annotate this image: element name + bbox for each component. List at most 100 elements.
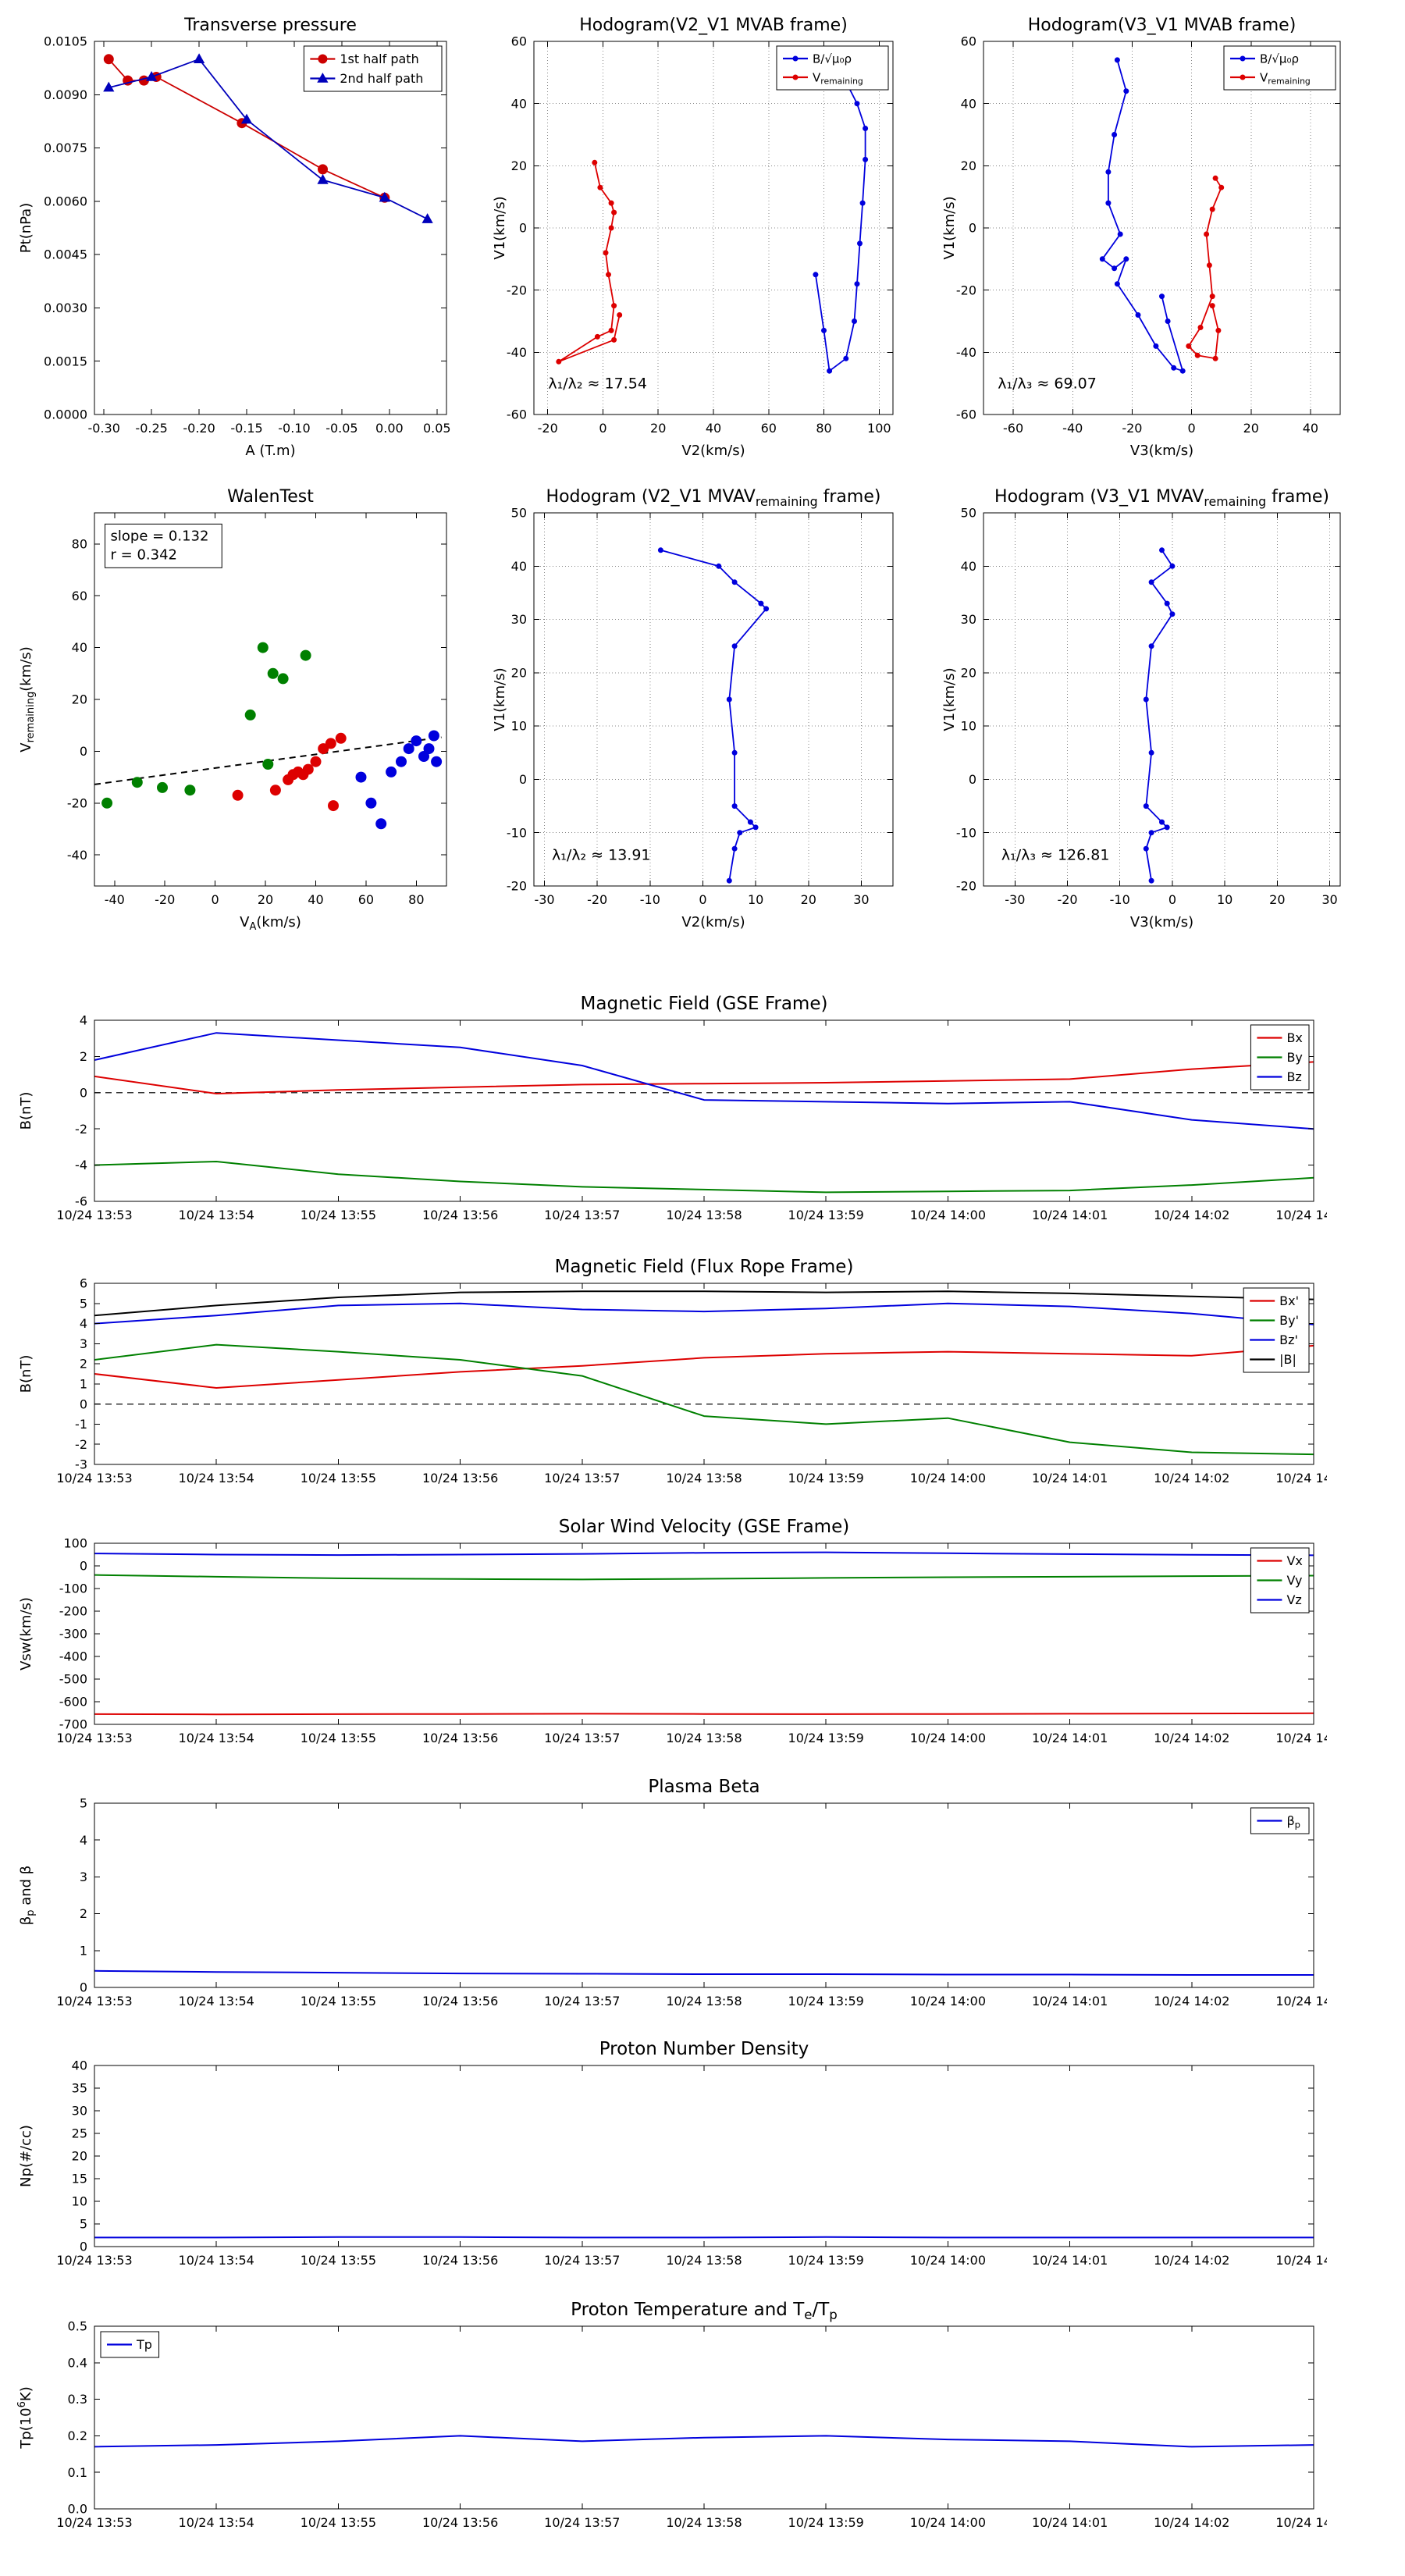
svg-text:Vy: Vy xyxy=(1286,1573,1302,1588)
svg-text:0: 0 xyxy=(599,421,606,436)
svg-text:10/24 14:01: 10/24 14:01 xyxy=(1032,1208,1108,1222)
svg-text:0: 0 xyxy=(80,744,87,759)
svg-text:-20: -20 xyxy=(538,421,558,436)
svg-text:λ₁/λ₂ ≈ 17.54: λ₁/λ₂ ≈ 17.54 xyxy=(548,375,647,393)
svg-text:10/24 13:57: 10/24 13:57 xyxy=(544,1471,620,1485)
svg-text:10/24 13:57: 10/24 13:57 xyxy=(544,2515,620,2530)
svg-text:10/24 14:02: 10/24 14:02 xyxy=(1154,1731,1229,1745)
svg-text:10/24 13:58: 10/24 13:58 xyxy=(666,2253,742,2268)
hodogram-v3v1-mvab-chart: -60 -40 -20 0 20 40 -60 -40 -20 0 20 40 60 Hodogram(V… xyxy=(935,6,1354,463)
svg-text:60: 60 xyxy=(511,34,527,49)
svg-text:Plasma Beta: Plasma Beta xyxy=(648,1777,759,1797)
svg-text:5: 5 xyxy=(80,1296,87,1311)
svg-text:-2: -2 xyxy=(75,1437,87,1452)
solar-wind-velocity-panel: 10/24 13:53 10/24 13:54 10/24 13:55 10/24 1… xyxy=(12,1503,1352,1760)
svg-text:40: 40 xyxy=(72,2058,87,2073)
svg-text:10/24 14:03: 10/24 14:03 xyxy=(1275,2515,1327,2530)
svg-text:10/24 13:59: 10/24 13:59 xyxy=(788,1731,864,1745)
svg-text:20: 20 xyxy=(72,692,87,707)
svg-text:-60: -60 xyxy=(507,407,527,422)
svg-text:80: 80 xyxy=(816,421,831,436)
svg-text:15: 15 xyxy=(72,2172,87,2186)
svg-text:-500: -500 xyxy=(59,1672,87,1687)
svg-text:-20: -20 xyxy=(1057,892,1077,907)
svg-text:Transverse pressure: Transverse pressure xyxy=(183,16,357,35)
svg-text:WalenTest: WalenTest xyxy=(227,487,314,507)
svg-text:V3(km/s): V3(km/s) xyxy=(1130,443,1193,459)
magnetic-field-gse-panel: 10/24 13:53 10/24 13:54 10/24 13:55 10/24 1… xyxy=(12,980,1352,1237)
svg-text:Np(#/cc): Np(#/cc) xyxy=(18,2125,34,2187)
svg-text:30: 30 xyxy=(961,612,976,627)
svg-text:10/24 13:55: 10/24 13:55 xyxy=(301,2253,376,2268)
svg-text:λ₁/λ₃ ≈ 126.81: λ₁/λ₃ ≈ 126.81 xyxy=(1001,847,1110,864)
svg-text:Tp(106K): Tp(106K) xyxy=(16,2386,34,2449)
svg-text:80: 80 xyxy=(408,892,424,907)
svg-text:Bz': Bz' xyxy=(1279,1332,1298,1347)
svg-text:25: 25 xyxy=(72,2126,87,2141)
svg-text:0: 0 xyxy=(519,772,527,787)
svg-text:10/24 13:59: 10/24 13:59 xyxy=(788,1994,864,2008)
svg-text:3: 3 xyxy=(80,1870,87,1884)
svg-text:-20: -20 xyxy=(507,879,527,894)
svg-text:-700: -700 xyxy=(59,1717,87,1732)
svg-text:10/24 13:58: 10/24 13:58 xyxy=(666,1731,742,1745)
svg-text:-60: -60 xyxy=(1003,421,1023,436)
svg-text:0.5: 0.5 xyxy=(68,2319,87,2334)
svg-text:-3: -3 xyxy=(75,1457,87,1472)
svg-text:-0.30: -0.30 xyxy=(87,421,119,436)
svg-text:-0.25: -0.25 xyxy=(135,421,167,436)
svg-text:0.2: 0.2 xyxy=(68,2428,87,2443)
svg-text:10: 10 xyxy=(961,719,976,734)
svg-text:0.00: 0.00 xyxy=(375,421,404,436)
svg-text:4: 4 xyxy=(80,1833,87,1848)
svg-text:B(nT): B(nT) xyxy=(18,1355,34,1393)
svg-text:10/24 13:54: 10/24 13:54 xyxy=(179,1731,254,1745)
svg-text:10: 10 xyxy=(1217,892,1232,907)
svg-text:0: 0 xyxy=(212,892,219,907)
svg-text:10/24 13:58: 10/24 13:58 xyxy=(666,1471,742,1485)
svg-text:10/24 14:00: 10/24 14:00 xyxy=(910,2253,986,2268)
svg-text:10/24 14:02: 10/24 14:02 xyxy=(1154,2253,1229,2268)
svg-text:0.4: 0.4 xyxy=(68,2355,87,2370)
svg-text:-20: -20 xyxy=(67,795,87,810)
svg-text:10/24 13:53: 10/24 13:53 xyxy=(56,1208,132,1222)
svg-text:-40: -40 xyxy=(67,848,87,863)
svg-text:5: 5 xyxy=(80,1796,87,1811)
svg-text:10/24 14:03: 10/24 14:03 xyxy=(1275,1731,1327,1745)
svg-text:10: 10 xyxy=(511,719,527,734)
svg-text:By: By xyxy=(1286,1050,1302,1065)
svg-text:V2(km/s): V2(km/s) xyxy=(681,443,745,459)
svg-text:60: 60 xyxy=(961,34,976,49)
svg-text:λ₁/λ₂ ≈ 13.91: λ₁/λ₂ ≈ 13.91 xyxy=(552,847,651,864)
svg-text:0: 0 xyxy=(699,892,706,907)
svg-text:40: 40 xyxy=(308,892,323,907)
svg-text:-2: -2 xyxy=(75,1122,87,1137)
svg-text:-0.10: -0.10 xyxy=(278,421,310,436)
svg-text:100: 100 xyxy=(63,1536,87,1551)
svg-text:Proton Number Density: Proton Number Density xyxy=(599,2039,809,2059)
svg-text:-10: -10 xyxy=(1110,892,1130,907)
svg-text:0: 0 xyxy=(80,1980,87,1995)
svg-text:B(nT): B(nT) xyxy=(18,1092,34,1130)
svg-text:20: 20 xyxy=(961,158,976,173)
svg-text:3: 3 xyxy=(80,1336,87,1351)
svg-text:10/24 13:56: 10/24 13:56 xyxy=(422,2253,498,2268)
svg-text:0: 0 xyxy=(80,2240,87,2254)
svg-text:10/24 14:01: 10/24 14:01 xyxy=(1032,2515,1108,2530)
svg-text:0.0090: 0.0090 xyxy=(44,87,87,102)
svg-text:0.0015: 0.0015 xyxy=(44,354,87,368)
svg-text:-20: -20 xyxy=(956,879,976,894)
svg-text:Vz: Vz xyxy=(1286,1592,1301,1607)
svg-text:1: 1 xyxy=(80,1943,87,1958)
svg-text:10/24 13:57: 10/24 13:57 xyxy=(544,1208,620,1222)
svg-text:30: 30 xyxy=(72,2104,87,2119)
svg-text:-400: -400 xyxy=(59,1649,87,1664)
svg-text:10/24 13:58: 10/24 13:58 xyxy=(666,1994,742,2008)
svg-text:10/24 13:54: 10/24 13:54 xyxy=(179,1994,254,2008)
svg-text:10/24 13:53: 10/24 13:53 xyxy=(56,1731,132,1745)
svg-text:10/24 13:56: 10/24 13:56 xyxy=(422,1471,498,1485)
svg-text:40: 40 xyxy=(511,559,527,574)
svg-text:10/24 13:58: 10/24 13:58 xyxy=(666,1208,742,1222)
svg-text:V1(km/s): V1(km/s) xyxy=(492,196,508,259)
svg-text:1st half path: 1st half path xyxy=(340,52,418,66)
